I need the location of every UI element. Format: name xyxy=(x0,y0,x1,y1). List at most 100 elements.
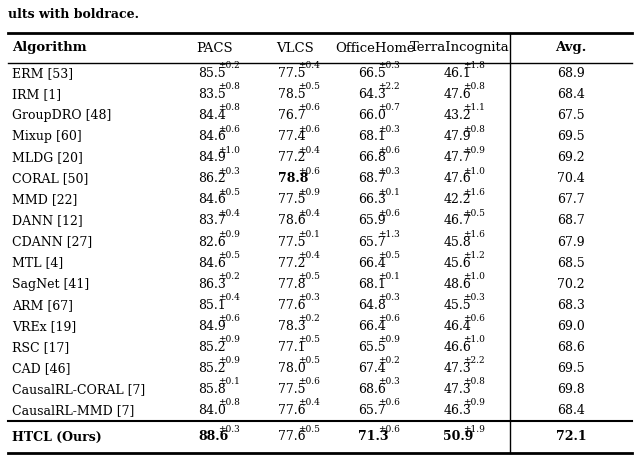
Text: ±0.6: ±0.6 xyxy=(378,425,400,434)
Text: 86.3: 86.3 xyxy=(198,278,226,291)
Text: Avg.: Avg. xyxy=(556,42,587,55)
Text: VREx [19]: VREx [19] xyxy=(12,320,76,333)
Text: 78.8: 78.8 xyxy=(278,172,308,185)
Text: 68.6: 68.6 xyxy=(358,383,386,396)
Text: ±0.9: ±0.9 xyxy=(218,356,240,365)
Text: ±1.0: ±1.0 xyxy=(463,272,485,281)
Text: ±0.6: ±0.6 xyxy=(218,125,240,133)
Text: 45.8: 45.8 xyxy=(444,236,471,249)
Text: 66.3: 66.3 xyxy=(358,194,386,206)
Text: 77.8: 77.8 xyxy=(278,278,306,291)
Text: 45.6: 45.6 xyxy=(444,257,471,269)
Text: 47.3: 47.3 xyxy=(444,383,471,396)
Text: 67.5: 67.5 xyxy=(557,109,585,122)
Text: 76.7: 76.7 xyxy=(278,109,306,122)
Text: CausalRL-MMD [7]: CausalRL-MMD [7] xyxy=(12,404,134,417)
Text: 68.1: 68.1 xyxy=(358,278,386,291)
Text: 68.9: 68.9 xyxy=(557,67,585,80)
Text: 47.6: 47.6 xyxy=(444,88,471,101)
Text: 46.3: 46.3 xyxy=(444,404,471,417)
Text: 64.3: 64.3 xyxy=(358,88,386,101)
Text: 68.3: 68.3 xyxy=(557,299,585,312)
Text: ±0.8: ±0.8 xyxy=(218,82,240,91)
Text: 43.2: 43.2 xyxy=(444,109,471,122)
Text: 85.2: 85.2 xyxy=(198,362,226,375)
Text: 66.4: 66.4 xyxy=(358,257,386,269)
Text: ±0.4: ±0.4 xyxy=(298,62,320,70)
Text: 84.9: 84.9 xyxy=(198,320,226,333)
Text: 67.7: 67.7 xyxy=(557,194,585,206)
Text: OfficeHome: OfficeHome xyxy=(335,42,415,55)
Text: ±0.6: ±0.6 xyxy=(298,104,320,113)
Text: ±0.1: ±0.1 xyxy=(378,188,400,197)
Text: MMD [22]: MMD [22] xyxy=(12,194,77,206)
Text: 50.9: 50.9 xyxy=(444,431,474,444)
Text: 46.4: 46.4 xyxy=(444,320,471,333)
Text: ±0.8: ±0.8 xyxy=(463,125,485,133)
Text: 86.2: 86.2 xyxy=(198,172,226,185)
Text: ±0.2: ±0.2 xyxy=(378,356,400,365)
Text: 69.5: 69.5 xyxy=(557,362,585,375)
Text: ±0.2: ±0.2 xyxy=(298,314,320,323)
Text: ±0.4: ±0.4 xyxy=(298,398,320,407)
Text: 64.8: 64.8 xyxy=(358,299,386,312)
Text: ±2.2: ±2.2 xyxy=(463,356,484,365)
Text: 84.4: 84.4 xyxy=(198,109,226,122)
Text: 46.1: 46.1 xyxy=(444,67,471,80)
Text: 65.9: 65.9 xyxy=(358,214,386,227)
Text: ±0.8: ±0.8 xyxy=(218,398,240,407)
Text: 84.6: 84.6 xyxy=(198,257,226,269)
Text: RSC [17]: RSC [17] xyxy=(12,341,69,354)
Text: TerraIncognita: TerraIncognita xyxy=(410,42,510,55)
Text: 69.0: 69.0 xyxy=(557,320,585,333)
Text: HTCL (Ours): HTCL (Ours) xyxy=(12,431,102,444)
Text: ±0.1: ±0.1 xyxy=(378,272,400,281)
Text: 47.9: 47.9 xyxy=(444,130,471,143)
Text: IRM [1]: IRM [1] xyxy=(12,88,61,101)
Text: ±0.5: ±0.5 xyxy=(218,188,240,197)
Text: 66.8: 66.8 xyxy=(358,151,386,164)
Text: CAD [46]: CAD [46] xyxy=(12,362,70,375)
Text: 69.8: 69.8 xyxy=(557,383,585,396)
Text: 77.5: 77.5 xyxy=(278,236,306,249)
Text: 78.6: 78.6 xyxy=(278,214,306,227)
Text: ±1.9: ±1.9 xyxy=(463,425,485,434)
Text: 47.6: 47.6 xyxy=(444,172,471,185)
Text: ±0.3: ±0.3 xyxy=(378,167,400,175)
Text: ults with boldrace.: ults with boldrace. xyxy=(8,8,139,21)
Text: ±0.3: ±0.3 xyxy=(218,425,240,434)
Text: ±0.4: ±0.4 xyxy=(298,209,320,218)
Text: VLCS: VLCS xyxy=(276,42,314,55)
Text: 77.5: 77.5 xyxy=(278,383,306,396)
Text: 85.1: 85.1 xyxy=(198,299,226,312)
Text: DANN [12]: DANN [12] xyxy=(12,214,83,227)
Text: 65.5: 65.5 xyxy=(358,341,386,354)
Text: ±0.9: ±0.9 xyxy=(463,398,485,407)
Text: ±1.0: ±1.0 xyxy=(463,335,485,344)
Text: ±0.9: ±0.9 xyxy=(378,335,400,344)
Text: 77.5: 77.5 xyxy=(278,67,306,80)
Text: ±0.5: ±0.5 xyxy=(378,251,400,260)
Text: 85.8: 85.8 xyxy=(198,383,226,396)
Text: ±0.2: ±0.2 xyxy=(218,272,240,281)
Text: ±0.4: ±0.4 xyxy=(298,146,320,155)
Text: 68.1: 68.1 xyxy=(358,130,386,143)
Text: ±0.4: ±0.4 xyxy=(298,251,320,260)
Text: 68.7: 68.7 xyxy=(358,172,386,185)
Text: 46.6: 46.6 xyxy=(444,341,471,354)
Text: Mixup [60]: Mixup [60] xyxy=(12,130,82,143)
Text: ±0.8: ±0.8 xyxy=(463,377,485,386)
Text: 67.4: 67.4 xyxy=(358,362,386,375)
Text: ±0.6: ±0.6 xyxy=(378,209,400,218)
Text: ±1.1: ±1.1 xyxy=(463,104,485,113)
Text: ±0.6: ±0.6 xyxy=(298,125,320,133)
Text: ±1.3: ±1.3 xyxy=(378,230,400,239)
Text: 77.5: 77.5 xyxy=(278,194,306,206)
Text: ±0.3: ±0.3 xyxy=(218,167,240,175)
Text: ±1.8: ±1.8 xyxy=(463,62,485,70)
Text: 84.6: 84.6 xyxy=(198,130,226,143)
Text: CORAL [50]: CORAL [50] xyxy=(12,172,88,185)
Text: 88.6: 88.6 xyxy=(198,431,228,444)
Text: ±0.8: ±0.8 xyxy=(218,104,240,113)
Text: ±0.6: ±0.6 xyxy=(298,377,320,386)
